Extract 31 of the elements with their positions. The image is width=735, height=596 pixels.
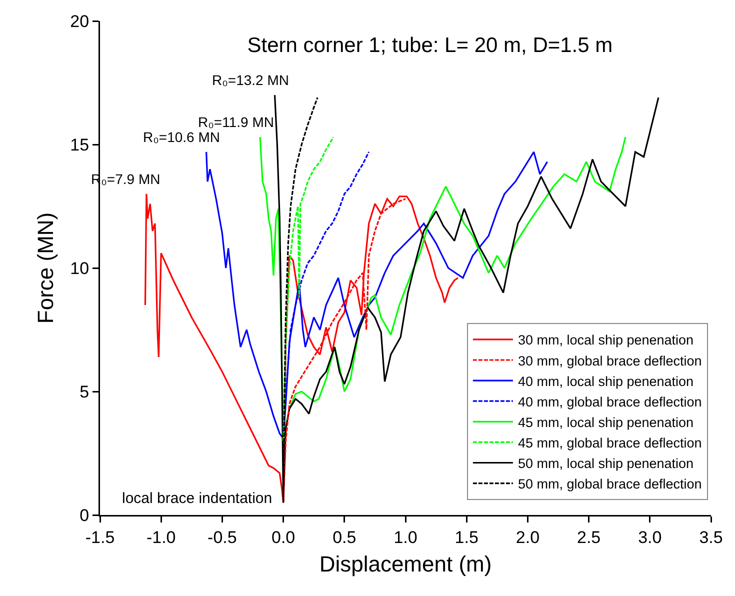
annotation: R₀=13.2 MN [212,72,290,88]
y-tick-label: 15 [70,135,90,154]
y-tick-label: 0 [80,506,90,525]
x-tick-label: -1.0 [146,528,176,547]
annotation: R₀=10.6 MN [143,129,220,145]
x-tick-label: -1.5 [85,528,115,547]
legend-label: 30 mm, local ship penenation [518,332,694,348]
x-tick-label: 3.5 [699,528,723,547]
y-tick-label: 10 [70,258,90,278]
x-tick-label: 3.0 [638,528,662,547]
legend-label: 40 mm, global brace deflection [518,394,702,410]
y-axis-title: Force (MN) [33,212,58,324]
x-tick-label: 1.0 [394,528,418,547]
text: Stern corner 1; tube: L= 20 m, D=1.5 m [247,34,613,58]
x-tick-label: 2.0 [516,528,540,547]
x-tick-label: 0.5 [332,528,356,547]
y-tick-label: 5 [80,382,90,402]
annotation: R₀=11.9 MN [198,114,274,130]
legend-label: 40 mm, local ship penenation [518,374,694,389]
x-axis-title: Displacement (m) [319,552,492,577]
legend-label: 50 mm, local ship penenation [518,456,694,472]
x-tick-label: 0.0 [271,528,296,547]
legend-label: 45 mm, local ship penenation [518,414,694,430]
y-tick-label: 20 [70,12,90,31]
legend-label: 50 mm, global brace deflection [518,476,702,492]
x-tick-label: 2.5 [576,528,601,547]
annotation: local brace indentation [122,490,272,507]
legend-label: 45 mm, global brace deflection [518,435,702,450]
x-tick-label: -0.5 [208,528,237,547]
legend-label: 30 mm, global brace deflection [518,353,702,368]
x-tick-label: 1.5 [454,528,478,547]
